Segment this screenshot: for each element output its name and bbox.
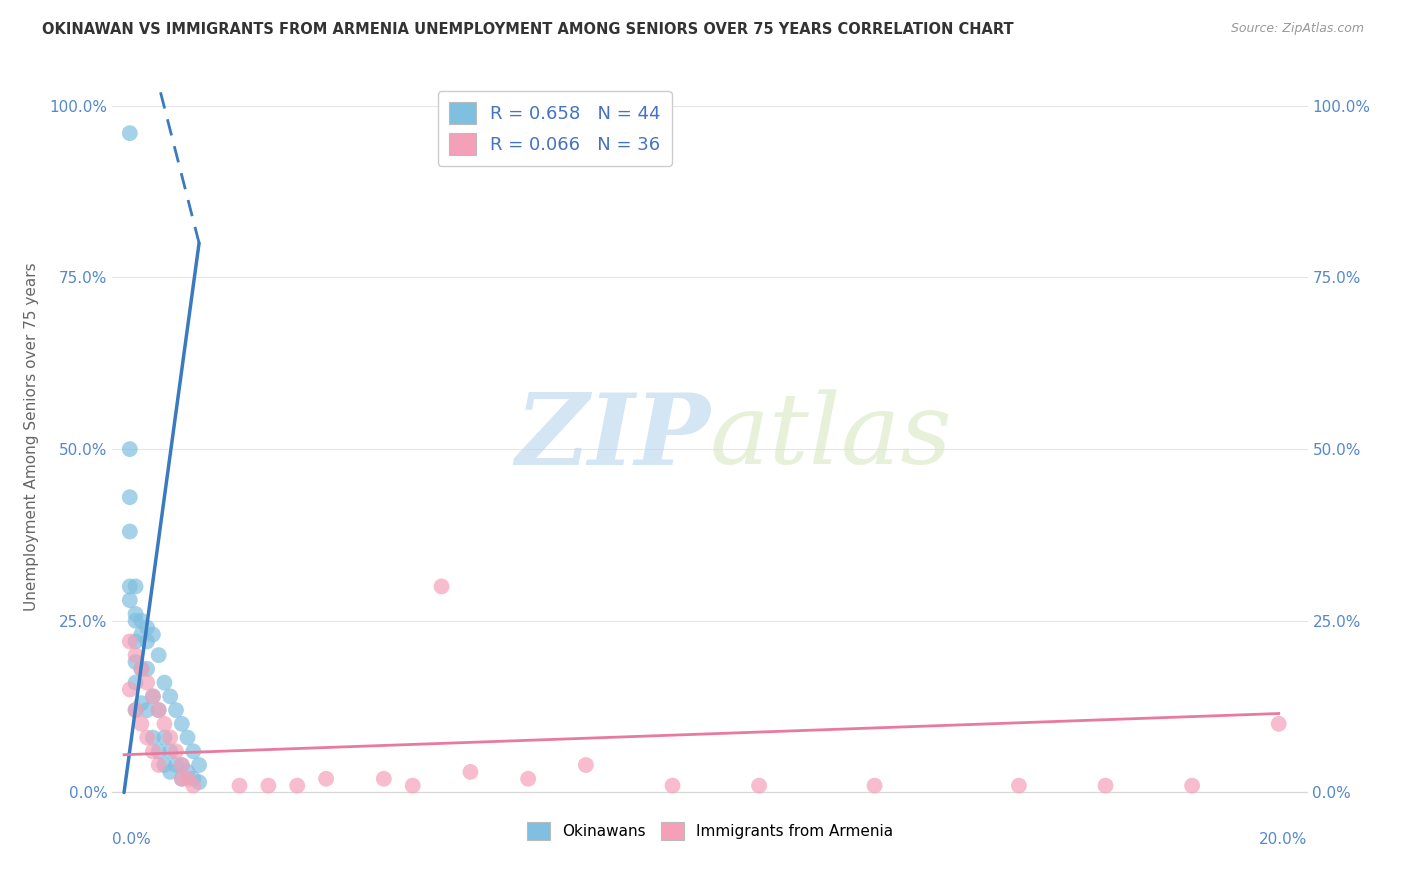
Point — [136, 731, 159, 745]
Point — [1094, 779, 1116, 793]
Point — [460, 764, 482, 779]
Point — [131, 614, 153, 628]
Point — [148, 703, 170, 717]
Point — [176, 772, 198, 786]
Point — [1181, 779, 1204, 793]
Point — [153, 758, 176, 772]
Point — [257, 779, 280, 793]
Point — [188, 758, 211, 772]
Point — [131, 627, 153, 641]
Point — [118, 490, 141, 504]
Point — [661, 779, 683, 793]
Point — [170, 772, 193, 786]
Point — [124, 703, 146, 717]
Point — [315, 772, 337, 786]
Point — [136, 634, 159, 648]
Point — [124, 655, 146, 669]
Point — [176, 764, 198, 779]
Point — [142, 627, 165, 641]
Point — [131, 716, 153, 731]
Point — [1008, 779, 1031, 793]
Point — [159, 731, 181, 745]
Point — [136, 703, 159, 717]
Point — [517, 772, 540, 786]
Y-axis label: Unemployment Among Seniors over 75 years: Unemployment Among Seniors over 75 years — [24, 263, 38, 611]
Point — [148, 648, 170, 662]
Text: OKINAWAN VS IMMIGRANTS FROM ARMENIA UNEMPLOYMENT AMONG SENIORS OVER 75 YEARS COR: OKINAWAN VS IMMIGRANTS FROM ARMENIA UNEM… — [42, 22, 1014, 37]
Point — [118, 593, 141, 607]
Text: ZIP: ZIP — [515, 389, 710, 485]
Point — [181, 772, 204, 786]
Point — [170, 772, 193, 786]
Point — [165, 758, 187, 772]
Point — [124, 648, 146, 662]
Point — [575, 758, 598, 772]
Point — [131, 662, 153, 676]
Point — [165, 744, 187, 758]
Point — [124, 675, 146, 690]
Point — [124, 579, 146, 593]
Point — [159, 744, 181, 758]
Point — [181, 744, 204, 758]
Point — [131, 662, 153, 676]
Point — [170, 758, 193, 772]
Point — [142, 690, 165, 704]
Point — [124, 703, 146, 717]
Point — [148, 744, 170, 758]
Point — [118, 634, 141, 648]
Point — [430, 579, 453, 593]
Point — [228, 779, 250, 793]
Point — [159, 690, 181, 704]
Point — [181, 779, 204, 793]
Point — [153, 675, 176, 690]
Legend: Okinawans, Immigrants from Armenia: Okinawans, Immigrants from Armenia — [520, 815, 900, 847]
Point — [148, 758, 170, 772]
Point — [124, 634, 146, 648]
Point — [153, 716, 176, 731]
Text: atlas: atlas — [710, 390, 953, 484]
Point — [142, 731, 165, 745]
Point — [863, 779, 886, 793]
Text: 20.0%: 20.0% — [1260, 832, 1308, 847]
Point — [142, 690, 165, 704]
Point — [285, 779, 308, 793]
Point — [153, 731, 176, 745]
Text: Source: ZipAtlas.com: Source: ZipAtlas.com — [1230, 22, 1364, 36]
Point — [188, 775, 211, 789]
Point — [159, 764, 181, 779]
Point — [118, 524, 141, 539]
Point — [165, 703, 187, 717]
Point — [124, 607, 146, 621]
Point — [148, 703, 170, 717]
Point — [142, 744, 165, 758]
Point — [124, 614, 146, 628]
Point — [748, 779, 770, 793]
Point — [402, 779, 425, 793]
Point — [176, 731, 198, 745]
Text: 0.0%: 0.0% — [112, 832, 152, 847]
Point — [170, 716, 193, 731]
Point — [118, 442, 141, 456]
Point — [118, 579, 141, 593]
Point — [373, 772, 395, 786]
Point — [1267, 716, 1289, 731]
Point — [136, 662, 159, 676]
Point — [136, 621, 159, 635]
Point — [118, 682, 141, 697]
Point — [136, 675, 159, 690]
Point — [170, 758, 193, 772]
Point — [118, 126, 141, 140]
Point — [131, 696, 153, 710]
